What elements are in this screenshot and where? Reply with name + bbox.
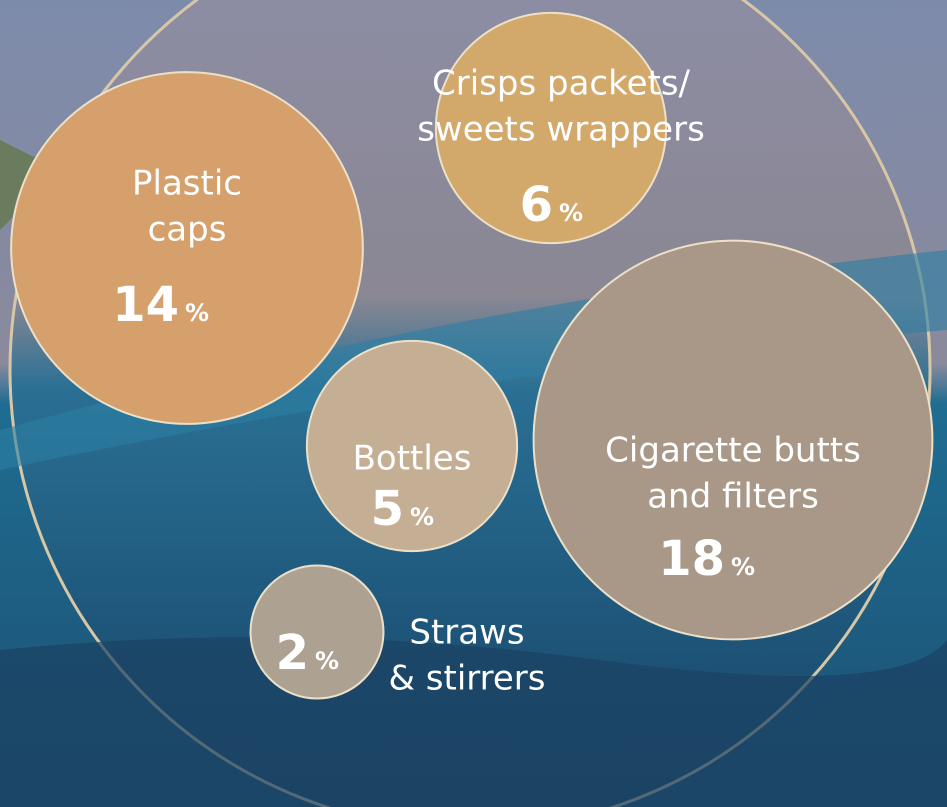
- value-label: 18: [658, 531, 725, 587]
- category-label: Cigarette butts: [605, 431, 861, 471]
- value-number: 18: [658, 531, 725, 587]
- value-unit: %: [185, 299, 209, 327]
- category-label: sweets wrappers: [417, 110, 705, 150]
- category-label: Straws: [409, 613, 524, 653]
- value-unit: %: [731, 553, 755, 581]
- value-label: 6: [520, 177, 553, 233]
- value-unit: %: [559, 199, 583, 227]
- bubble: [10, 71, 364, 425]
- category-label: Crisps packets/: [432, 64, 691, 104]
- value-label: 2: [276, 625, 309, 681]
- value-unit: %: [315, 647, 339, 675]
- category-label: caps: [148, 210, 227, 250]
- category-label: & stirrers: [388, 659, 545, 699]
- bubbles: Plastic caps 14 % Crisps packets/sweets wrap…: [10, 11, 934, 700]
- category-label: and filters: [647, 477, 819, 517]
- value-unit: %: [410, 503, 434, 531]
- value-number: 14: [112, 277, 179, 333]
- deep-sea: [0, 637, 947, 807]
- bubble: [305, 339, 519, 553]
- value-label: 14: [112, 277, 179, 333]
- category-label: Plastic: [132, 164, 242, 204]
- value-number: 5: [371, 481, 404, 537]
- bubble: [532, 239, 934, 641]
- value-label: 5: [371, 481, 404, 537]
- bubble: [434, 11, 668, 245]
- bubble: [249, 564, 385, 700]
- value-number: 2: [276, 625, 309, 681]
- value-number: 6: [520, 177, 553, 233]
- category-label: Bottles: [353, 439, 472, 479]
